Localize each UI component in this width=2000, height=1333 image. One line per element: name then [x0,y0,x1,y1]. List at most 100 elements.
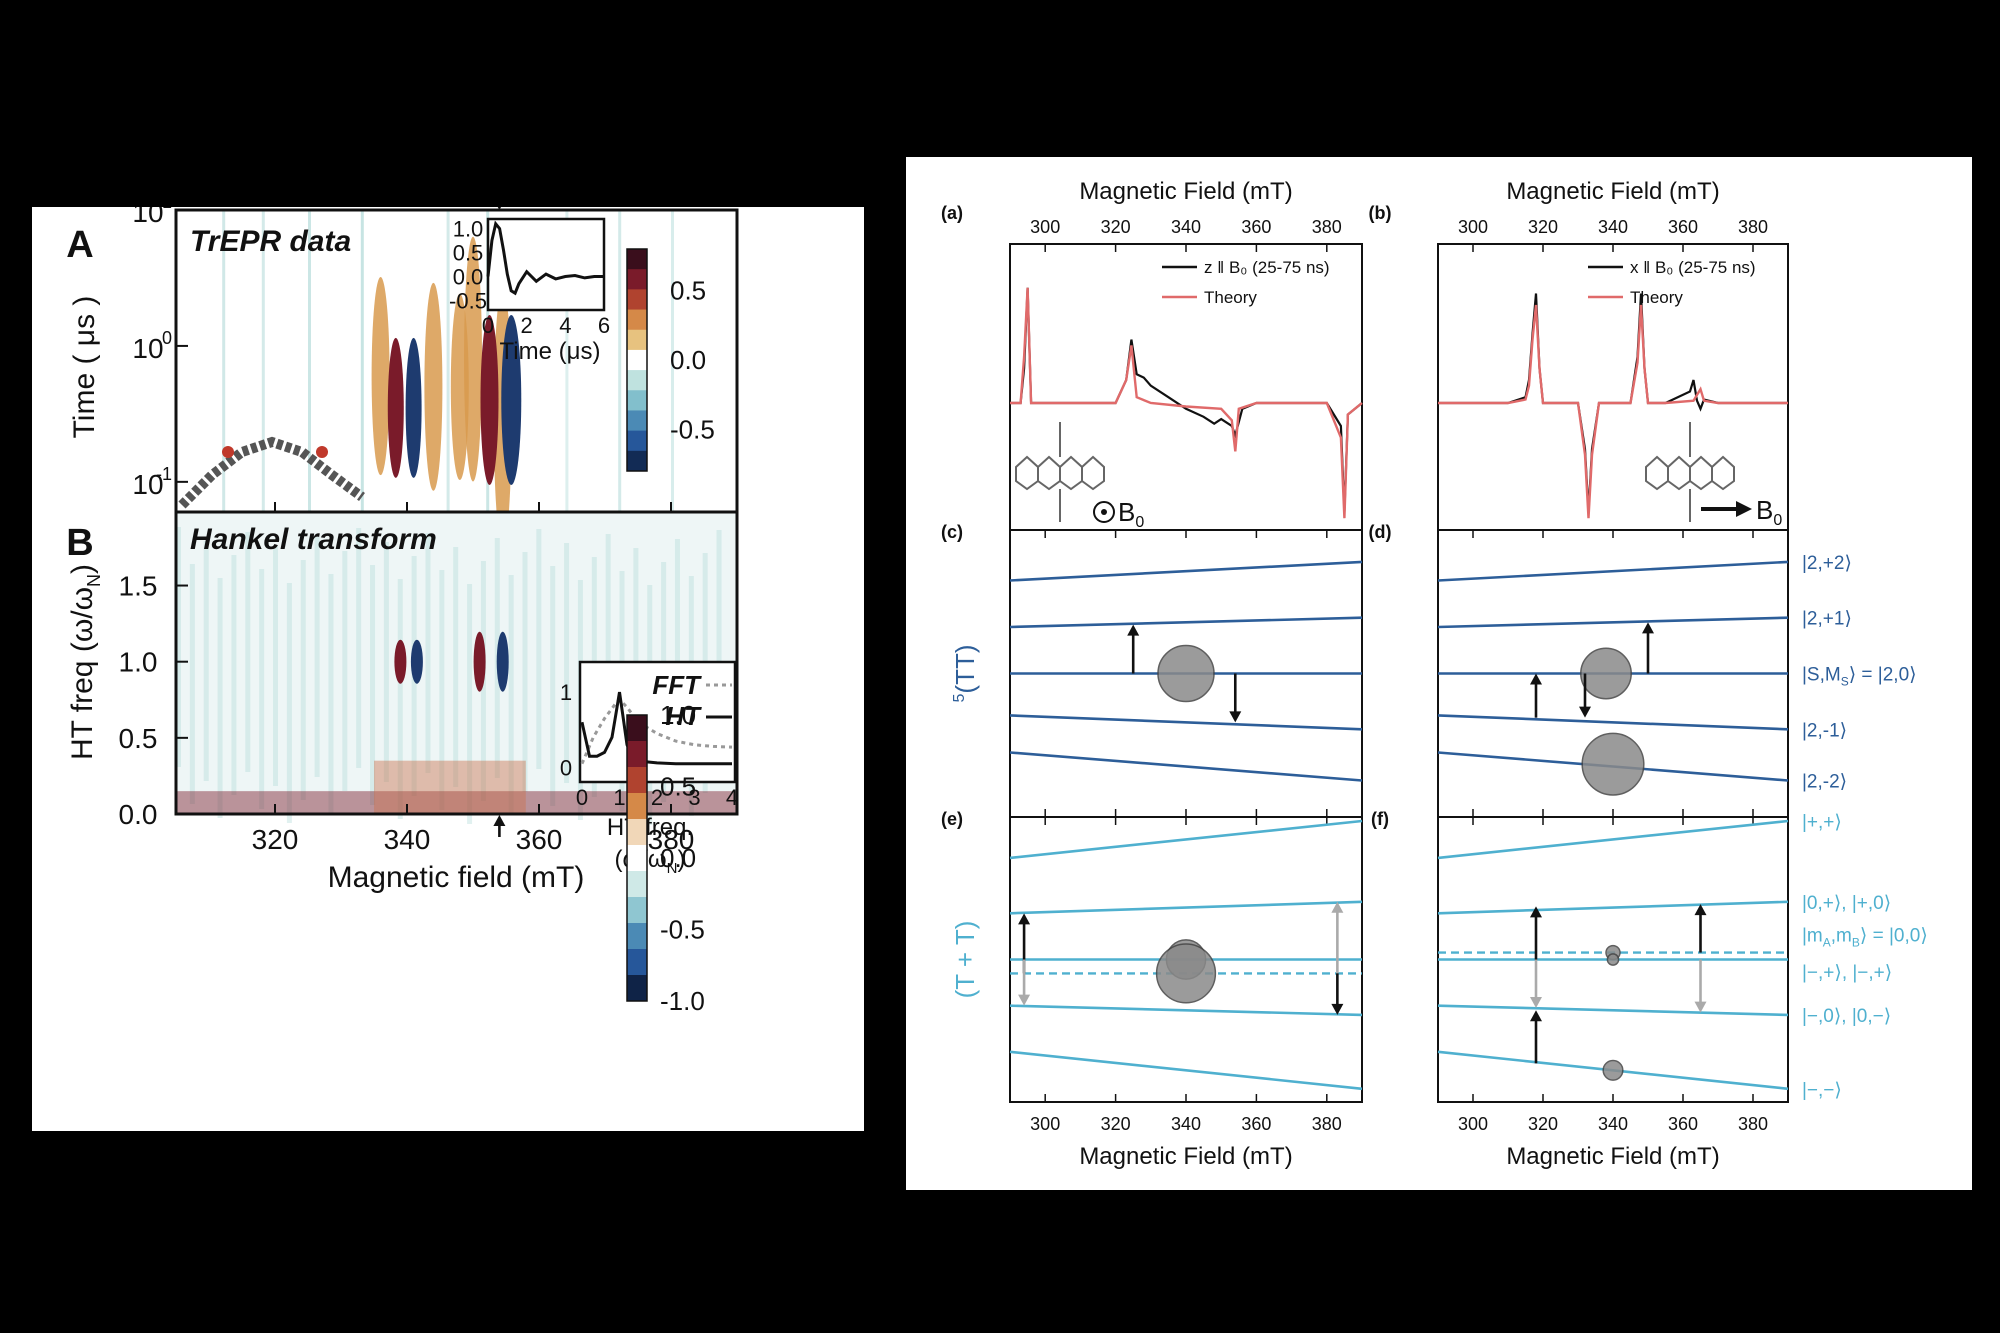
population-circle [1580,647,1632,700]
molecule-ring [1059,455,1083,491]
x-tick-label: 300 [1458,1114,1488,1134]
energy-level [1437,560,1789,582]
frame-a [1009,243,1363,531]
colorbar-b-tick: 0.5 [660,772,696,802]
colorbar-b-tick: -0.5 [660,915,705,945]
heat-b-pos [394,639,407,684]
panel-a: (a) Magnetic Field (mT) 300 320 340 360 380 z ǁ… [941,178,1363,531]
field-label: B0 [1756,495,1782,529]
inset-b-xlabel2-sub: N [667,860,678,877]
heat-noise [245,532,251,772]
colorbar-a-swatch [627,390,647,411]
colorbar-b-swatch [627,793,647,820]
heat-streak [222,210,226,512]
panel-label: (c) [941,522,963,542]
level-label: |+,+⟩ [1802,812,1842,833]
panel-label: (f) [1371,809,1389,829]
xlabel-bottom: Magnetic Field (mT) [1079,1143,1292,1170]
heat-lobe-pos [480,315,499,486]
panel-f: (f) |+,+⟩ |0,+⟩, |+,0⟩ |mA,mB⟩ = |0,0⟩ |−,+⟩… [1371,809,1928,1170]
heat-noise [328,574,334,814]
y-tick-label-a: 10 [132,333,163,364]
transition-arrow [1530,1010,1542,1064]
transition-arrow-head [1694,1001,1707,1013]
panel-label: (a) [941,203,963,223]
legend-data-label: z ǁ B₀ (25-75 ns) [1204,258,1330,277]
inset-a-x-tick: 4 [559,313,571,338]
y-tick-exponent-a: 0 [162,328,172,348]
heat-noise [467,584,473,824]
colorbar-b-swatch [627,845,647,872]
heat-streak [671,210,674,512]
panel-label: (d) [1369,522,1392,542]
transition-arrow [1331,973,1344,1015]
energy-level [1009,1050,1363,1091]
heat-noise [397,579,403,819]
transition-arrow-head [1127,624,1140,636]
arrow-b-head [493,815,506,826]
colorbar-a-swatch [627,450,647,472]
heat-noise [273,546,279,786]
right-figure: (a) Magnetic Field (mT) 300 320 340 360 380 z ǁ… [906,157,1972,1190]
population-circle [1155,943,1217,1004]
heat-b-neg [410,639,423,684]
molecule-ring [1711,455,1735,491]
colorbar-a-swatch [627,370,647,391]
inset-a-y-tick: 1.0 [453,217,484,242]
colorbar-b-swatch [627,871,647,898]
ylabel-b: HT freq (ω/ωN) [66,564,104,760]
panel-label-a: A [66,224,93,266]
inset-a-y-tick: 0.0 [453,264,484,289]
heat-noise [605,534,611,774]
transition-arrow-head [1018,994,1031,1006]
inset-b-y-tick: 0 [560,755,572,780]
energy-level [1009,751,1363,782]
inset-a-y-tick: -0.5 [449,288,487,313]
heat-noise [383,542,389,782]
inset-a-xlabel: Time (μs) [500,338,601,365]
level-label-suffix: ⟩ = |0,0⟩ [1860,926,1928,947]
y-tick-exponent-a: 1 [162,207,172,212]
heat-noise [550,566,556,806]
colorbar-a-swatch [627,289,647,311]
heat-streak [360,210,364,512]
heat-noise [716,530,722,770]
energy-level [1009,714,1363,731]
colorbar-b: 1.0 0.5 0.0 -0.5 -1.0 [626,700,705,1016]
inset-b-fft [580,697,733,765]
x-tick-label: 320 [1528,217,1558,237]
heat-noise [189,564,195,804]
heat-streak [618,210,622,512]
inset-b-legend-fft: FFT [652,670,702,700]
heat-noise [370,565,376,805]
heat-b-pos [473,631,486,692]
x-tick-label: 340 [1598,217,1628,237]
colorbar-b-swatch [627,767,647,794]
heat-lobe-neg [405,337,422,478]
xlabel-top: Magnetic Field (mT) [1079,178,1292,205]
theory-line [1010,287,1363,519]
inset-a-x-tick: 2 [521,313,533,338]
molecule-atom [316,446,328,458]
heat-streak [261,210,265,512]
field-out-of-plane-icon [1093,501,1115,523]
energy-level [1437,616,1789,629]
xlabel-b: Magnetic field (mT) [328,861,585,894]
legend-theory-label: Theory [1204,288,1257,307]
transition-arrow-head [1331,1003,1344,1015]
transition-arrow-head [1530,906,1542,918]
panel-label: (e) [941,809,963,829]
x-tick-label: 360 [1668,1114,1698,1134]
energy-level [1009,819,1363,860]
data-line [1010,287,1363,513]
heat-streak [565,210,569,512]
field-label-sub: 0 [1773,512,1782,529]
transition-arrow-head [1642,622,1654,634]
molecule-a [178,436,365,509]
heat-noise [314,537,320,777]
heat-orange [464,236,482,482]
inset-b-legend-ht: HT [665,701,702,731]
population-circle [1606,953,1620,966]
colorbar-b-swatch [627,819,647,846]
heat-streak [446,210,450,512]
